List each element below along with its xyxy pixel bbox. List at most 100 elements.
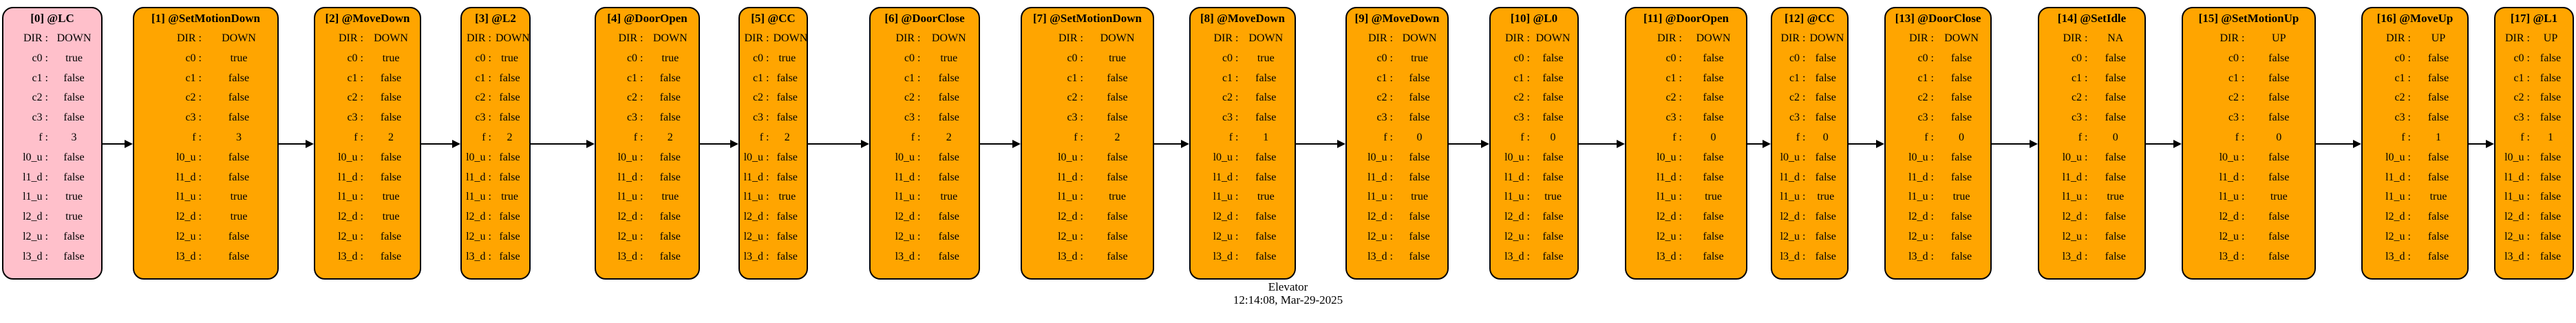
variable-value: false [63,92,85,104]
state-variable-row: c2 : false [2363,88,2467,108]
variable-name: l1_u : [1504,191,1530,203]
state-variable-row: DIR : UP [2183,29,2314,49]
variable-name: l2_d : [2219,211,2245,223]
state-variable-row: l2_u : false [871,227,979,247]
variable-name: c3 : [2071,112,2088,124]
variable-name: l3_d : [1504,250,1530,262]
variable-value: false [2427,92,2449,104]
state-variable-row: l1_d : false [1886,168,1990,188]
state-variable-row: l3_d : false [1191,247,1295,267]
variable-value: false [2427,171,2449,183]
variable-value: false [1107,230,1128,242]
state-variable-row: c2 : false [2183,88,2314,108]
state-variable-row: c0 : false [2039,49,2144,69]
variable-name: l3_d : [1213,250,1239,262]
state-variable-row: l2_d : false [740,207,807,227]
variable-value: false [63,230,85,242]
state-title: [14] @SetIdle [2057,12,2127,25]
variable-name: l3_d : [466,250,491,262]
state-variable-row: c2 : false [2495,88,2573,108]
state-variable-row: l1_u : true [462,187,529,207]
variable-name: l2_d : [338,211,363,223]
variable-name: f : [1924,131,1934,143]
variable-name: c1 : [1376,72,1393,84]
variable-name: l0_u : [1908,151,1934,163]
variable-value: true [1952,191,1970,203]
arrowhead-icon [1617,140,1625,148]
variable-name: f : [192,131,202,143]
state-variable-row: l1_d : false [871,168,979,188]
variable-name: l2_d : [1657,211,1682,223]
variable-name: l3_d : [23,250,48,262]
variable-value: DOWN [1100,32,1135,44]
variable-value: DOWN [1402,32,1437,44]
variable-value: false [2427,72,2449,84]
variable-name: c2 : [475,92,491,104]
arrowhead-icon [2486,140,2494,148]
variable-value: false [1950,112,1972,124]
variable-value: false [1409,112,1430,124]
variable-value: false [1950,211,1972,223]
variable-name: c2 : [1513,92,1530,104]
variable-name: l2_u : [895,230,921,242]
state-variable-row: l3_d : false [1022,247,1153,267]
state-variable-row: l2_d : true [134,207,277,227]
variable-value: true [661,191,679,203]
variable-value: false [1542,230,1564,242]
state-variable-row: c0 : false [2495,49,2573,69]
state-variable-row: l3_d : false [2183,247,2314,267]
variable-value: DOWN [1535,32,1571,44]
state-variable-row: l0_u : false [3,148,101,168]
state-variable-row: c2 : false [3,88,101,108]
variable-name: DIR : [1368,32,1393,44]
variable-value: false [2427,52,2449,64]
variable-name: l1_u : [1367,191,1393,203]
variable-name: DIR : [2063,32,2088,44]
variable-value: true [230,211,248,223]
state-variable-row: f : 0 [1347,128,1447,148]
variable-value: false [499,151,520,163]
state-variable-row: DIR : DOWN [1626,29,1746,49]
state-variable-row: l0_u : false [871,148,979,168]
state-variable-row: c3 : false [1347,108,1447,128]
variable-value: false [2427,230,2449,242]
state-title: [5] @CC [751,12,796,25]
variable-value: false [1703,92,1724,104]
variable-name: l2_u : [1213,230,1239,242]
state-variable-row: l1_u : true [2363,187,2467,207]
state-variable-row: l1_d : false [1491,168,1577,188]
state-variable-row: c3 : false [1191,108,1295,128]
variable-name: f : [482,131,491,143]
state-variable-row: c3 : false [462,108,529,128]
variable-name: l2_u : [1780,230,1806,242]
variable-value: false [1255,112,1277,124]
state-variable-row: f : 2 [315,128,420,148]
state-variable-row: l3_d : false [2039,247,2144,267]
state-variable-row: c1 : false [2495,69,2573,89]
state-variable-row: l2_u : false [134,227,277,247]
variable-value: true [501,52,518,64]
variable-name: l2_u : [1504,230,1530,242]
variable-value: false [1255,72,1277,84]
state-variable-row: c3 : false [1626,108,1746,128]
arrowhead-icon [861,140,869,148]
variable-value: UP [2431,32,2446,44]
state-variable-row: l0_u : false [1022,148,1153,168]
state-variable-row: DIR : DOWN [315,29,420,49]
variable-value: DOWN [931,32,966,44]
state-variable-row: l3_d : false [1772,247,1847,267]
variable-name: l1_d : [743,171,769,183]
state-title: [13] @DoorClose [1895,12,1981,25]
variable-name: c2 : [2071,92,2088,104]
variable-name: c3 : [1789,112,1806,124]
state-variable-row: c1 : false [462,69,529,89]
transition-arrow [2469,140,2494,148]
state-variable-row: l2_u : false [1772,227,1847,247]
variable-name: l0_u : [176,151,202,163]
state-variable-row: DIR : DOWN [1022,29,1153,49]
variable-name: c0 : [2513,52,2530,64]
state-variable-row: l1_d : false [462,168,529,188]
variable-name: c0 : [1789,52,1806,64]
variable-value: false [1950,52,1972,64]
variable-name: c0 : [904,52,921,64]
